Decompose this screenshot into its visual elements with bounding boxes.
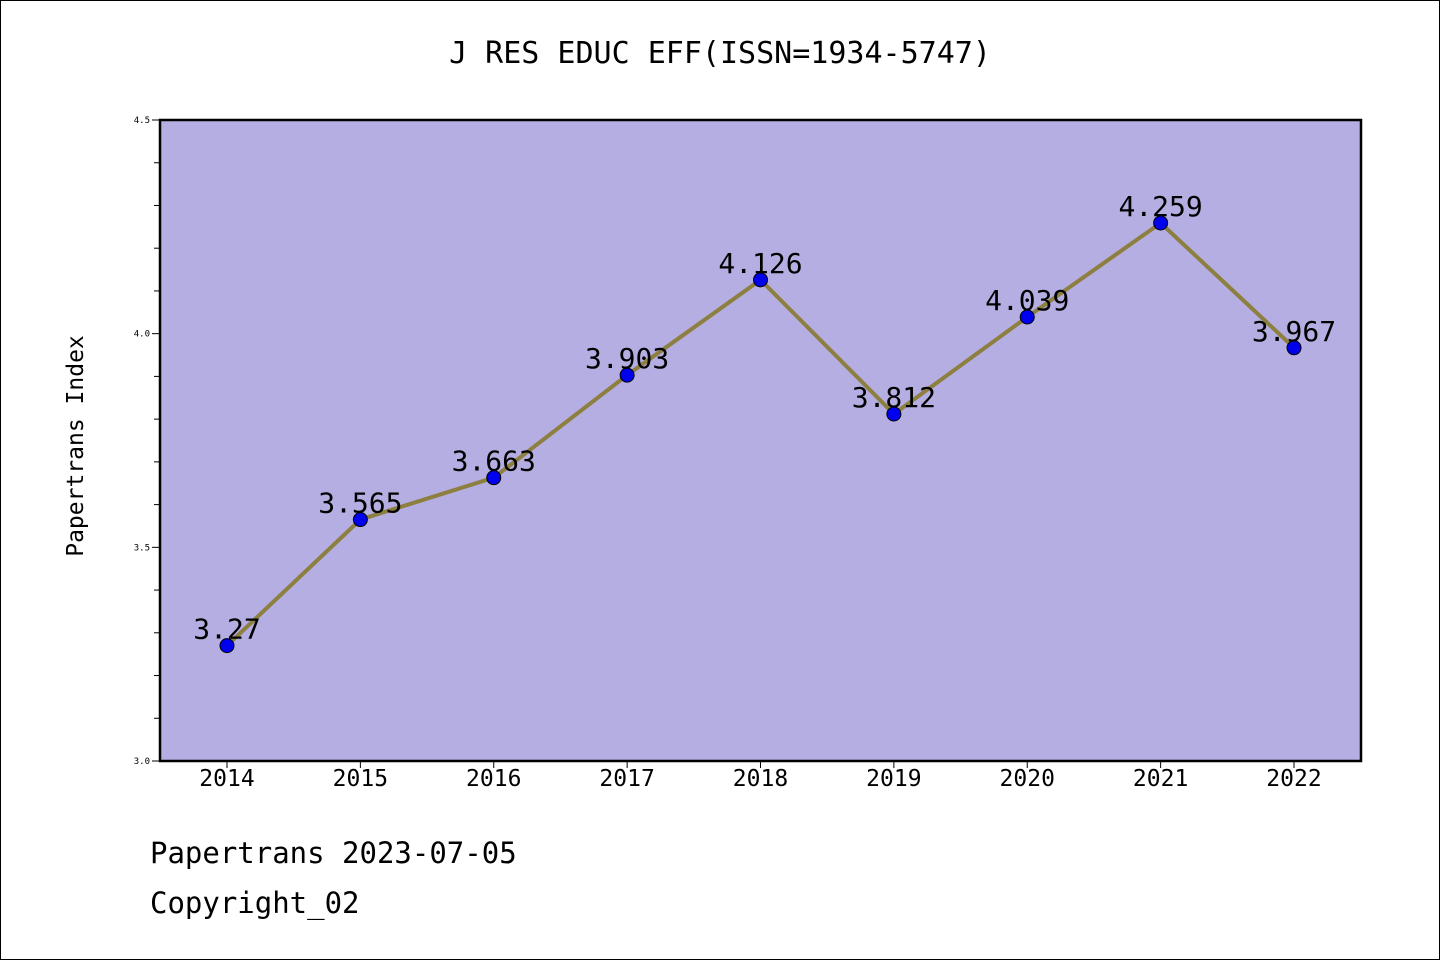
x-tick-label: 2019 xyxy=(866,766,921,792)
data-points xyxy=(219,215,1302,654)
footer-date: Papertrans 2023-07-05 xyxy=(150,836,517,870)
plot-border xyxy=(158,118,1363,763)
x-tick-label: 2015 xyxy=(333,766,388,792)
data-label: 4.259 xyxy=(1118,190,1202,223)
data-point-marker xyxy=(352,512,368,528)
data-label: 3.967 xyxy=(1252,315,1336,348)
data-point-marker xyxy=(1019,309,1035,325)
data-label: 3.663 xyxy=(452,445,536,478)
data-label: 4.126 xyxy=(718,247,802,280)
y-tick-label: 4.0 xyxy=(134,330,150,340)
x-tick-label: 2022 xyxy=(1266,766,1321,792)
data-point-marker xyxy=(219,638,235,654)
data-point-marker xyxy=(1153,215,1169,231)
data-point-marker xyxy=(619,367,635,383)
x-tick-label: 2017 xyxy=(599,766,654,792)
x-tick-label: 2021 xyxy=(1133,766,1188,792)
footer-copyright: Copyright_02 xyxy=(150,886,360,920)
x-tick-label: 2016 xyxy=(466,766,521,792)
data-labels: 3.27 3.565 3.663 3.903 4.126 3.812 4.039 4.259 3… xyxy=(193,190,1336,646)
data-label: 3.812 xyxy=(852,381,936,414)
y-axis-ticks: 3.0 3.5 4.0 4.5 xyxy=(134,116,160,767)
y-tick-label: 4.5 xyxy=(134,116,150,126)
data-label: 3.27 xyxy=(193,613,260,646)
y-tick-label: 3.5 xyxy=(134,543,150,553)
data-label: 4.039 xyxy=(985,284,1069,317)
x-tick-label: 2020 xyxy=(1000,766,1055,792)
y-tick-label: 3.0 xyxy=(134,757,150,767)
data-label: 3.565 xyxy=(318,487,402,520)
data-point-marker xyxy=(886,406,902,422)
chart-title: J RES EDUC EFF(ISSN=1934-5747) xyxy=(449,36,991,71)
data-label: 3.903 xyxy=(585,342,669,375)
x-tick-label: 2014 xyxy=(199,766,254,792)
data-point-marker xyxy=(486,470,502,486)
data-point-marker xyxy=(753,272,768,288)
x-tick-label: 2018 xyxy=(733,766,788,792)
data-point-marker xyxy=(1286,340,1302,356)
x-axis-ticks: 2014 2015 2016 2017 2018 2019 2020 2021 2022 xyxy=(199,761,1322,792)
